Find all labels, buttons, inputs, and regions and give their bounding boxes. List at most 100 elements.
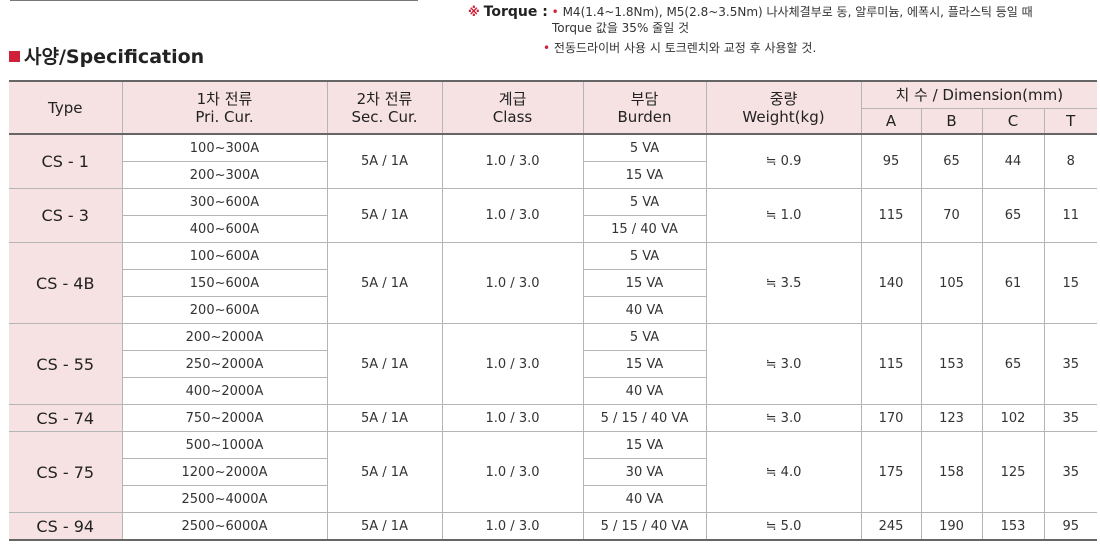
torque-text-3: 전동드라이버 사용 시 토크렌치와 교정 후 사용할 것. [553,41,817,55]
top-rule [10,0,418,1]
cell-primary-current: 1200~2000A [122,458,328,486]
header-dimension: 치 수 / Dimension(mm) [860,80,1097,109]
torque-label: Torque : [483,4,548,20]
cell-burden: 5 / 15 / 40 VA [582,512,707,541]
cell-burden: 15 VA [582,269,706,297]
cell-burden: 15 / 40 VA [582,215,706,243]
header-class-kr: 계급 [498,89,527,108]
cell-type: CS - 3 [9,188,123,243]
cell-class: 1.0 / 3.0 [441,133,584,189]
cell-primary-current: 100~300A [121,133,328,162]
header-secondary-current: 2차 전류 Sec. Cur. [326,80,443,135]
cell-dim-t: 11 [1043,188,1097,243]
table-row: CS - 3 300~600A 5A / 1A 1.0 / 3.0 5 VA ≒ 1.0 1… [9,188,1097,243]
cell-weight: ≒ 0.9 [705,133,862,189]
header-class-en: Class [492,107,533,126]
cell-primary-current: 400~2000A [122,377,328,405]
cell-dim-a: 140 [860,242,922,324]
cell-primary-current: 2500~6000A [121,512,328,541]
cell-class: 1.0 / 3.0 [441,512,584,541]
cell-primary-current: 500~1000A [121,431,328,459]
cell-secondary-current: 5A / 1A [326,133,443,189]
header-weight: 중량 Weight(kg) [705,80,862,135]
cell-dim-t: 15 [1043,242,1097,324]
specification-body: CS - 1 100~300A 5A / 1A 1.0 / 3.0 5 VA ≒ 0.9 9… [9,133,1097,541]
cell-burden: 5 VA [582,323,707,351]
header-sec-kr: 2차 전류 [356,89,413,108]
cell-weight: ≒ 5.0 [705,512,862,541]
table-row: 200~600A 40 VA [9,296,1097,324]
cell-dim-a: 175 [860,431,922,513]
table-row: CS - 55 200~2000A 5A / 1A 1.0 / 3.0 5 VA ≒ 3.… [9,323,1097,405]
cell-weight: ≒ 3.0 [705,323,862,405]
cell-class: 1.0 / 3.0 [441,242,584,324]
section-title: 사양/Specification [9,44,204,70]
torque-note: ※ Torque : • M4(1.4~1.8Nm), M5(2.8~3.5Nm)… [468,4,1033,56]
header-pri-kr: 1차 전류 [196,89,253,108]
header-burden-en: Burden [617,107,672,126]
cell-burden: 15 VA [582,161,706,189]
cell-burden: 15 VA [582,431,707,459]
table-row: CS - 94 2500~6000A 5A / 1A 1.0 / 3.0 5 / 15 … [9,512,1097,541]
cell-weight: ≒ 4.0 [705,431,862,513]
cell-primary-current: 250~2000A [122,350,328,378]
header-pri-en: Pri. Cur. [195,107,254,126]
cell-burden: 5 VA [582,133,707,162]
cell-dim-b: 70 [920,188,983,243]
reference-mark: ※ [468,5,480,19]
cell-dim-c: 44 [981,133,1045,189]
cell-weight: ≒ 1.0 [705,188,862,243]
cell-burden: 30 VA [582,458,706,486]
header-weight-kr: 중량 [769,89,798,108]
cell-dim-b: 153 [920,323,983,405]
cell-type: CS - 75 [9,431,123,513]
cell-dim-b: 190 [920,512,983,541]
cell-primary-current: 300~600A [121,188,328,216]
cell-dim-a: 115 [860,323,922,405]
cell-class: 1.0 / 3.0 [441,188,584,243]
cell-type: CS - 1 [9,133,123,189]
cell-secondary-current: 5A / 1A [326,323,443,405]
cell-dim-a: 95 [860,133,922,189]
cell-dim-c: 65 [981,323,1045,405]
cell-dim-c: 125 [981,431,1045,513]
cell-dim-a: 170 [860,404,922,432]
table-row: 250~2000A 15 VA [9,350,1097,378]
table-row: CS - 75 500~1000A 5A / 1A 1.0 / 3.0 15 VA ≒ 4… [9,431,1097,513]
specification-table: Type 1차 전류 Pri. Cur. 2차 전류 Sec. Cur. 계급 Cla… [9,80,1097,541]
cell-burden: 5 VA [582,242,707,270]
cell-burden: 15 VA [582,350,706,378]
cell-primary-current: 750~2000A [121,404,328,432]
header-primary-current: 1차 전류 Pri. Cur. [121,80,328,135]
cell-dim-t: 95 [1043,512,1097,541]
red-square-icon [9,51,20,62]
header-sec-en: Sec. Cur. [351,107,418,126]
cell-weight: ≒ 3.5 [705,242,862,324]
cell-class: 1.0 / 3.0 [441,431,584,513]
cell-burden: 5 / 15 / 40 VA [582,404,707,432]
cell-dim-b: 158 [920,431,983,513]
cell-dim-a: 245 [860,512,922,541]
cell-type: CS - 94 [9,512,123,541]
cell-dim-t: 35 [1043,404,1097,432]
cell-type: CS - 74 [9,404,123,432]
cell-dim-c: 65 [981,188,1045,243]
table-row: CS - 4B 100~600A 5A / 1A 1.0 / 3.0 5 VA ≒ 3.5… [9,242,1097,324]
cell-secondary-current: 5A / 1A [326,188,443,243]
torque-note-line-3: • 전동드라이버 사용 시 토크렌치와 교정 후 사용할 것. [468,40,1033,56]
header-dim-b: B [920,108,983,135]
cell-primary-current: 200~2000A [121,323,328,351]
cell-primary-current: 200~300A [122,161,328,189]
cell-primary-current: 400~600A [122,215,328,243]
cell-type: CS - 4B [9,242,123,324]
cell-weight: ≒ 3.0 [705,404,862,432]
cell-dim-c: 153 [981,512,1045,541]
cell-dim-t: 35 [1043,323,1097,405]
cell-burden: 40 VA [582,296,706,324]
cell-dim-b: 65 [920,133,983,189]
cell-primary-current: 150~600A [122,269,328,297]
header-dim-t: T [1043,108,1097,135]
cell-class: 1.0 / 3.0 [441,323,584,405]
torque-text-2: Torque 값을 35% 줄일 것 [552,21,690,35]
cell-primary-current: 100~600A [121,242,328,270]
